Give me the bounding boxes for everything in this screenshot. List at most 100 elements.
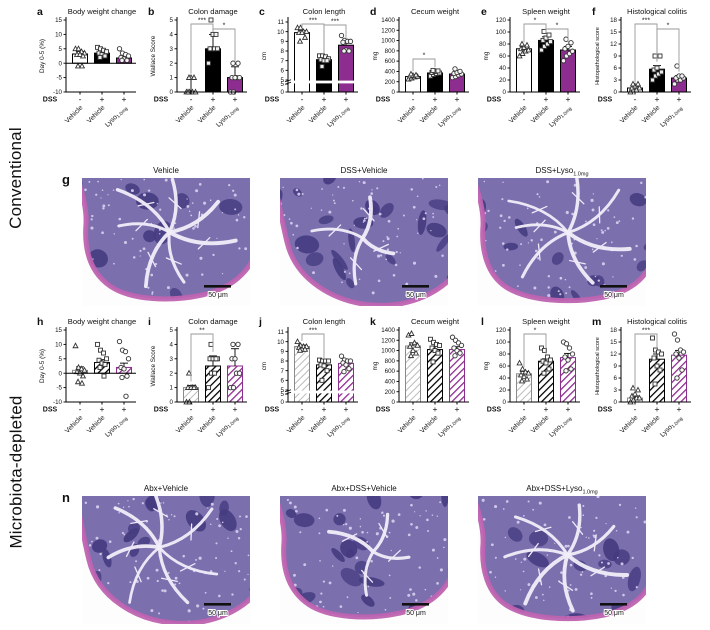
axes <box>618 327 691 405</box>
svg-text:20: 20 <box>499 387 506 394</box>
svg-text:120: 120 <box>496 327 507 334</box>
panel-title: Spleen weight <box>522 7 571 16</box>
dss-row: DSS - + + <box>487 404 571 414</box>
svg-text:-10: -10 <box>53 89 63 96</box>
histology-image-title: Vehicle <box>153 166 179 175</box>
panel-letter: e <box>481 6 487 18</box>
category-label: Vehicle <box>86 104 107 125</box>
svg-text:0: 0 <box>281 89 285 96</box>
svg-text:9: 9 <box>281 38 285 45</box>
svg-text:5: 5 <box>281 391 285 398</box>
tissue-rim <box>266 163 461 308</box>
svg-text:8: 8 <box>281 358 285 365</box>
svg-text:2: 2 <box>170 60 174 67</box>
axes <box>174 327 247 405</box>
y-axis-label: cm <box>261 362 268 371</box>
panel-title: Colon damage <box>188 317 237 326</box>
svg-text:11: 11 <box>278 19 285 26</box>
axes <box>63 327 136 405</box>
tissue-body <box>72 166 260 299</box>
dss-row: DSS - + + <box>487 94 571 104</box>
tissue-image: 50 μm <box>68 163 263 306</box>
axes <box>396 17 469 95</box>
data-points <box>72 338 132 399</box>
significance: *** *** <box>301 18 347 54</box>
dss-row: DSS - + + <box>43 404 127 414</box>
sig-bracket <box>190 23 214 74</box>
dss-value: + <box>455 94 460 104</box>
category-label: Vehicle <box>419 414 440 435</box>
data-points <box>627 331 687 405</box>
sig-bracket <box>523 333 547 368</box>
dss-value: + <box>544 94 549 104</box>
svg-text:3: 3 <box>170 46 174 53</box>
svg-text:9: 9 <box>614 363 618 370</box>
dss-row: DSS - + + <box>598 94 682 104</box>
dss-value: - <box>79 94 82 104</box>
dss-value: + <box>122 94 127 104</box>
panel-title: Body weight change <box>68 317 136 326</box>
tissue-image: 50 μm <box>266 163 461 308</box>
bar <box>560 357 576 403</box>
y-axis-label: mg <box>372 51 379 60</box>
svg-text:40: 40 <box>499 375 506 382</box>
scale-bar-label: 50 μm <box>406 610 426 617</box>
panel-letter: i <box>148 316 151 328</box>
svg-text:9: 9 <box>281 348 285 355</box>
panel-letter: j <box>258 316 262 328</box>
panel-letter: b <box>148 6 154 18</box>
data-points <box>294 24 354 69</box>
y-axis-label: mg <box>372 361 379 370</box>
svg-text:1400: 1400 <box>381 327 395 334</box>
dss-row: DSS - + + <box>598 404 682 414</box>
svg-text:200: 200 <box>385 389 396 396</box>
svg-text:12: 12 <box>610 41 617 48</box>
category-label: Vehicle <box>308 104 329 125</box>
svg-text:0: 0 <box>503 399 507 406</box>
sig-stars: * <box>556 23 559 30</box>
dss-value: + <box>433 94 438 104</box>
category-label: Lyso1.0mg <box>104 104 129 129</box>
category-label: Lyso1.0mg <box>659 414 684 439</box>
category-label: Vehicle <box>308 414 329 435</box>
svg-text:0: 0 <box>59 60 63 67</box>
histology-image-block: Abx+DSS+Lyso1.0mg 50 μm <box>464 481 659 629</box>
significance: * <box>412 53 436 72</box>
dss-label: DSS <box>265 407 280 414</box>
y-axis-label: Day 0-5 (%) <box>39 349 46 383</box>
svg-text:60: 60 <box>499 53 506 60</box>
svg-text:80: 80 <box>499 41 506 48</box>
category-label: Vehicle <box>64 104 85 125</box>
dss-value: + <box>677 404 682 414</box>
svg-text:3: 3 <box>614 77 618 84</box>
tissue-image: 50 μm <box>68 481 263 626</box>
y-tick-labels: 0 20 40 60 80 100 120 <box>496 327 507 406</box>
chart-row-conventional: -10 -5 0 5 10 15 DSS - + + Vehicle Vehicle Lyso1.0mg… <box>36 4 698 156</box>
svg-text:8: 8 <box>281 48 285 55</box>
y-tick-labels: 0 1 2 3 4 5 <box>170 17 174 96</box>
panel-k: 0 200 400 600 800 1000 1200 1400 DSS - + + Vehicle Ve… <box>369 314 476 466</box>
scale-bar-label: 50 μm <box>406 292 426 299</box>
panel-h: -10 -5 0 5 10 15 DSS - + + Vehicle Vehicle Lyso1.0mg… <box>36 314 143 466</box>
dss-value: - <box>79 404 82 414</box>
data-points <box>183 341 243 405</box>
svg-text:10: 10 <box>277 339 284 346</box>
tissue-body <box>270 484 458 617</box>
dss-label: DSS <box>43 407 58 414</box>
svg-text:1: 1 <box>170 385 174 392</box>
svg-text:400: 400 <box>385 379 396 386</box>
dss-value: - <box>190 404 193 414</box>
dss-row: DSS - + + <box>265 404 349 414</box>
dss-value: - <box>301 94 304 104</box>
dss-row: DSS - + + <box>265 94 349 104</box>
panel-title: Histological colitis <box>627 317 687 326</box>
svg-text:0: 0 <box>392 89 396 96</box>
